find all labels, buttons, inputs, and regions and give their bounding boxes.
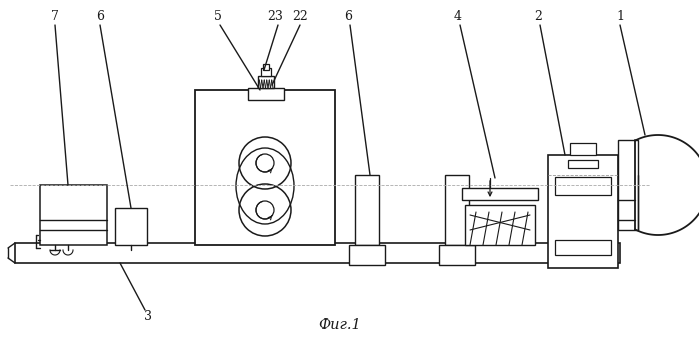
Bar bbox=[349, 245, 385, 265]
Text: 3: 3 bbox=[144, 310, 152, 322]
Bar bbox=[555, 177, 611, 195]
Text: 4: 4 bbox=[454, 9, 462, 23]
Bar bbox=[465, 205, 535, 245]
Bar bbox=[195, 90, 335, 245]
Bar bbox=[568, 160, 598, 168]
Text: 6: 6 bbox=[96, 9, 104, 23]
Bar bbox=[115, 208, 147, 245]
Bar bbox=[40, 185, 107, 245]
Bar bbox=[263, 64, 269, 70]
Text: 6: 6 bbox=[344, 9, 352, 23]
Bar bbox=[445, 175, 469, 245]
Text: 22: 22 bbox=[292, 9, 308, 23]
Bar bbox=[618, 140, 638, 230]
Text: 2: 2 bbox=[534, 9, 542, 23]
Bar bbox=[439, 245, 475, 265]
Text: 1: 1 bbox=[616, 9, 624, 23]
Text: Фиг.1: Фиг.1 bbox=[319, 318, 361, 332]
Bar bbox=[261, 68, 271, 76]
Bar bbox=[570, 143, 596, 155]
Bar bbox=[555, 240, 611, 255]
Bar bbox=[248, 88, 284, 100]
Bar bbox=[548, 155, 618, 268]
Bar bbox=[15, 243, 620, 263]
Bar bbox=[355, 175, 379, 245]
Bar bbox=[258, 76, 274, 88]
Text: 7: 7 bbox=[51, 9, 59, 23]
Text: 23: 23 bbox=[267, 9, 283, 23]
Bar bbox=[462, 188, 538, 200]
Text: 5: 5 bbox=[214, 9, 222, 23]
